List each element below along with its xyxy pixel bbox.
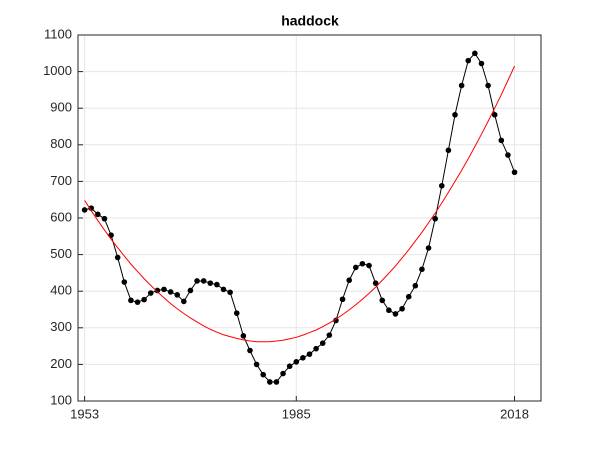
y-tick-label: 300 bbox=[50, 319, 72, 334]
data-point bbox=[452, 111, 458, 118]
data-point bbox=[425, 245, 432, 251]
y-tick-label: 200 bbox=[50, 356, 72, 371]
data-point bbox=[267, 379, 273, 385]
data-point bbox=[372, 280, 379, 286]
data-point bbox=[253, 361, 260, 368]
data-point bbox=[485, 82, 491, 89]
data-point bbox=[306, 351, 313, 357]
data-point bbox=[438, 182, 445, 189]
data-point bbox=[286, 363, 293, 370]
data-point bbox=[121, 279, 128, 285]
data-point bbox=[458, 82, 465, 89]
data-point bbox=[240, 333, 247, 339]
x-tick-label: 1985 bbox=[282, 406, 311, 421]
data-point bbox=[247, 347, 253, 354]
data-point bbox=[326, 332, 333, 338]
data-point bbox=[207, 280, 214, 286]
data-point bbox=[128, 297, 134, 304]
data-point bbox=[412, 282, 419, 289]
y-tick-label: 500 bbox=[50, 246, 72, 261]
data-point bbox=[505, 152, 511, 158]
data-point bbox=[300, 355, 306, 361]
data-point bbox=[101, 215, 108, 222]
data-point bbox=[498, 137, 505, 144]
data-point bbox=[181, 298, 187, 305]
data-point bbox=[366, 262, 372, 269]
data-point bbox=[465, 57, 472, 64]
data-point bbox=[220, 286, 227, 293]
data-point bbox=[472, 50, 478, 57]
data-point bbox=[379, 297, 386, 304]
data-point bbox=[491, 111, 498, 118]
y-tick-label: 100 bbox=[50, 392, 72, 407]
data-point bbox=[293, 359, 300, 365]
y-tick-label: 700 bbox=[50, 173, 72, 188]
data-point bbox=[478, 60, 485, 67]
data-point bbox=[273, 379, 280, 385]
x-tick-label: 1953 bbox=[70, 406, 99, 421]
data-point bbox=[386, 307, 392, 314]
data-point bbox=[194, 278, 200, 284]
data-point bbox=[419, 266, 425, 273]
data-point bbox=[147, 290, 154, 296]
data-point bbox=[445, 147, 452, 154]
data-point bbox=[346, 277, 352, 284]
data-point bbox=[280, 370, 286, 377]
data-point bbox=[333, 317, 339, 324]
data-point bbox=[134, 299, 141, 305]
y-tick-label: 1000 bbox=[43, 63, 72, 78]
chart-title: haddock bbox=[281, 13, 339, 29]
data-point bbox=[392, 311, 399, 317]
data-point bbox=[88, 205, 95, 211]
data-point bbox=[511, 169, 518, 176]
data-point bbox=[353, 264, 359, 271]
data-point bbox=[114, 254, 121, 261]
data-point bbox=[167, 289, 174, 295]
data-point bbox=[319, 340, 326, 346]
data-point bbox=[260, 371, 267, 378]
y-tick-label: 900 bbox=[50, 100, 72, 115]
data-point bbox=[432, 215, 438, 222]
series-line bbox=[84, 65, 515, 343]
data-point bbox=[214, 281, 220, 288]
data-point bbox=[313, 345, 319, 352]
data-point bbox=[405, 293, 412, 300]
data-point bbox=[187, 287, 194, 294]
y-tick-label: 1100 bbox=[44, 26, 72, 41]
data-point bbox=[227, 289, 233, 296]
data-point bbox=[339, 296, 346, 303]
x-tick-label: 2018 bbox=[500, 406, 529, 421]
data-point bbox=[81, 207, 88, 213]
y-tick-label: 400 bbox=[50, 283, 72, 298]
data-point bbox=[141, 296, 147, 303]
data-point bbox=[399, 305, 405, 312]
data-point bbox=[359, 260, 366, 267]
y-tick-label: 800 bbox=[50, 136, 72, 151]
data-point bbox=[161, 286, 167, 293]
data-point bbox=[154, 287, 161, 294]
data-point bbox=[95, 211, 101, 218]
axes-box bbox=[77, 34, 542, 402]
data-point bbox=[233, 310, 240, 316]
y-tick-label: 600 bbox=[50, 209, 72, 224]
data-point bbox=[174, 292, 181, 298]
data-point bbox=[200, 278, 207, 284]
